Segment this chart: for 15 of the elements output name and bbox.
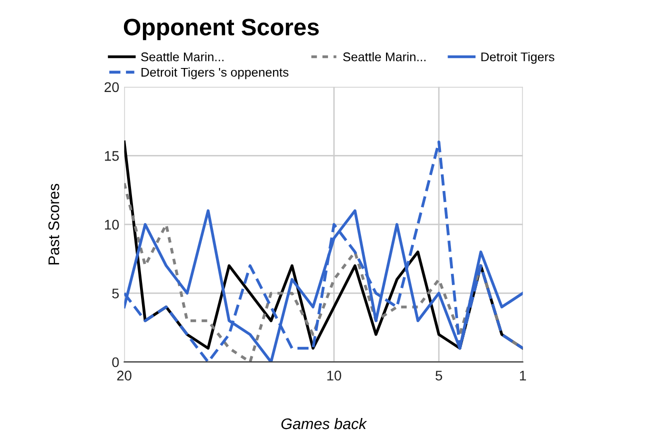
legend-label: Detroit Tigers 's oppenents (142, 68, 288, 80)
x-axis-title: Games back (281, 418, 368, 430)
y-tick-label: 20 (104, 82, 119, 92)
legend-label: Seattle Marin... (141, 52, 224, 62)
x-tick-label: 1 (520, 370, 526, 380)
x-tick-label: 5 (436, 370, 442, 381)
legend-label: Seattle Marin... (343, 52, 426, 62)
y-axis-title: Past Scores (48, 184, 60, 264)
x-tick-label: 10 (327, 370, 342, 381)
y-tick-label: 5 (112, 288, 119, 298)
y-tick-label: 10 (104, 220, 119, 230)
y-tick-label: 0 (112, 357, 119, 368)
chart-title: Opponent Scores (124, 18, 319, 40)
y-tick-label: 15 (104, 151, 119, 161)
legend-label: Detroit Tigers (481, 52, 554, 64)
